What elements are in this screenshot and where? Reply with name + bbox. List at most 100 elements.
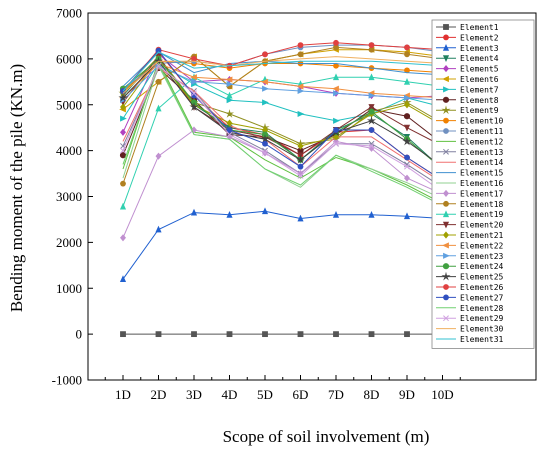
- data-point: [333, 90, 340, 97]
- legend-label: Element30: [460, 325, 504, 334]
- y-tick-label: 5000: [56, 97, 82, 112]
- y-tick-label: 3000: [56, 189, 82, 204]
- data-point: [403, 113, 411, 120]
- legend-label: Element3: [460, 44, 499, 53]
- series-line: [122, 62, 443, 99]
- series-element3: [119, 207, 446, 282]
- legend-label: Element31: [460, 335, 504, 344]
- legend-item: Element23: [436, 252, 504, 261]
- legend-item: Element9: [436, 105, 499, 115]
- y-tick-label: 1000: [56, 281, 82, 296]
- data-point: [120, 180, 126, 187]
- data-point: [368, 143, 375, 149]
- data-point: [404, 51, 410, 58]
- legend-item: Element11: [436, 127, 504, 136]
- data-point: [368, 73, 375, 81]
- data-point: [402, 136, 412, 146]
- data-point: [226, 81, 234, 88]
- data-point: [442, 210, 450, 218]
- data-point: [404, 101, 410, 109]
- data-point: [443, 231, 449, 239]
- series-element18: [120, 44, 446, 187]
- x-tick-label: 1D: [115, 387, 131, 402]
- legend-item: Element22: [436, 241, 504, 250]
- legend-label: Element28: [460, 304, 504, 313]
- data-point: [443, 65, 449, 73]
- series-line: [122, 59, 443, 204]
- legend-label: Element9: [460, 106, 499, 115]
- data-point: [443, 189, 449, 197]
- data-point: [190, 208, 198, 216]
- data-point: [368, 104, 375, 111]
- legend-box: [431, 19, 535, 349]
- legend-label: Element4: [460, 54, 499, 63]
- data-point: [260, 134, 270, 144]
- x-tick-label: 5D: [257, 387, 273, 402]
- x-tick-label: 4D: [222, 387, 238, 402]
- data-point: [368, 42, 375, 49]
- legend-item: Element18: [436, 200, 504, 209]
- y-tick-label: 7000: [56, 6, 82, 21]
- legend-label: Element10: [460, 117, 504, 126]
- data-point: [333, 133, 339, 141]
- data-point: [120, 128, 126, 136]
- data-point: [333, 39, 339, 46]
- legend-label: Element27: [460, 293, 504, 302]
- data-point: [262, 99, 269, 106]
- data-point: [366, 116, 377, 125]
- y-axis-title: Bending moment of the pile (KN.m): [7, 64, 26, 312]
- data-point: [262, 51, 268, 58]
- legend-item: Element20: [436, 221, 504, 230]
- legend-label: Element23: [460, 252, 504, 261]
- series-layer: [118, 39, 448, 338]
- data-point: [442, 75, 449, 83]
- y-tick-label: 4000: [56, 143, 82, 158]
- data-point: [404, 331, 410, 338]
- y-tick-label: -1000: [52, 373, 82, 388]
- legend-item: Element29: [436, 314, 504, 323]
- data-point: [296, 83, 304, 90]
- legend-item: Element8: [436, 96, 499, 105]
- legend-label: Element7: [460, 85, 499, 94]
- x-tick-label: 3D: [186, 387, 202, 402]
- data-point: [262, 85, 269, 92]
- data-point: [443, 315, 449, 322]
- data-point: [226, 97, 234, 104]
- data-point: [119, 202, 127, 210]
- legend-item: Element15: [436, 169, 504, 178]
- data-point: [297, 163, 304, 170]
- data-point: [332, 85, 339, 92]
- data-point: [297, 172, 304, 179]
- series-line: [122, 46, 443, 184]
- legend-label: Element20: [460, 221, 504, 230]
- data-point: [442, 55, 450, 63]
- x-tick-label: 9D: [399, 387, 415, 402]
- legend-item: Element27: [436, 293, 504, 302]
- data-point: [403, 124, 411, 132]
- data-point: [262, 331, 268, 338]
- legend-item: Element26: [436, 283, 504, 292]
- series-line: [122, 56, 443, 94]
- series-line: [122, 49, 443, 181]
- legend-item: Element28: [436, 304, 504, 313]
- data-point: [120, 234, 126, 242]
- series-element8: [119, 64, 446, 159]
- data-point: [443, 24, 449, 30]
- series-element30: [122, 56, 443, 94]
- data-point: [441, 271, 451, 281]
- legend-label: Element25: [460, 273, 504, 282]
- data-point: [155, 78, 162, 85]
- y-tick-label: 2000: [56, 235, 82, 250]
- data-point: [368, 127, 375, 133]
- data-point: [443, 200, 449, 207]
- legend-item: Element24: [436, 262, 504, 271]
- data-point: [225, 76, 233, 83]
- legend-item: Element4: [436, 54, 499, 63]
- data-point: [332, 73, 340, 81]
- data-point: [443, 34, 449, 41]
- data-point: [191, 55, 197, 62]
- data-point: [368, 108, 375, 115]
- legend-label: Element14: [460, 158, 504, 167]
- legend-label: Element5: [460, 65, 499, 74]
